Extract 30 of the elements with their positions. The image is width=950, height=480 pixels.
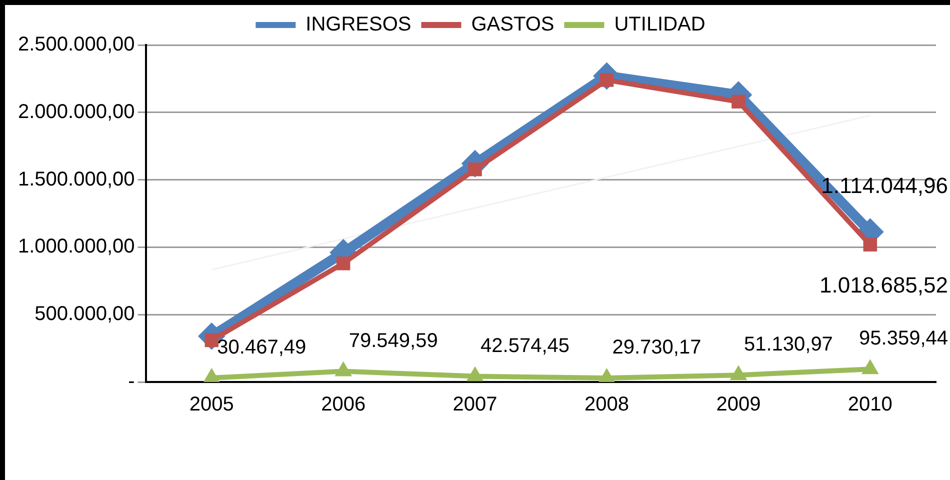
data-label: 51.130,97 [744, 334, 833, 356]
x-tick-label: 2009 [716, 394, 761, 416]
y-tick-label: 2.000.000,00 [18, 100, 135, 123]
data-label: 1.018.685,52 [820, 272, 948, 298]
y-tick-label: - [128, 370, 135, 393]
point [336, 256, 350, 270]
point [335, 362, 352, 376]
x-tick-label: 2007 [452, 394, 498, 416]
point [863, 238, 878, 252]
x-tick-label: 2008 [584, 394, 629, 416]
data-label: 29.730,17 [612, 336, 702, 359]
data-label: 30.467,49 [217, 336, 306, 358]
point [203, 368, 220, 382]
x-tick-label: 2006 [321, 394, 366, 416]
data-label: 79.549,59 [348, 330, 438, 352]
x-tick-label: 2005 [189, 394, 234, 416]
point [466, 366, 484, 382]
y-tick-label: 1.000.000,00 [18, 236, 135, 258]
legend-label: INGRESOS [306, 14, 412, 36]
data-label: 95.359,44 [859, 328, 948, 350]
point [730, 366, 747, 380]
data-label: 42.574,45 [480, 334, 570, 357]
y-tick-label: 500.000,00 [34, 303, 135, 326]
legend-label: UTILIDAD [614, 14, 706, 36]
point [862, 360, 878, 374]
point [598, 368, 616, 382]
legend-label: GASTOS [471, 14, 554, 36]
y-tick-label: 1.500.000,00 [18, 168, 135, 190]
x-tick-label: 2010 [848, 394, 892, 416]
y-tick-label: 2.500.000,00 [18, 34, 135, 56]
